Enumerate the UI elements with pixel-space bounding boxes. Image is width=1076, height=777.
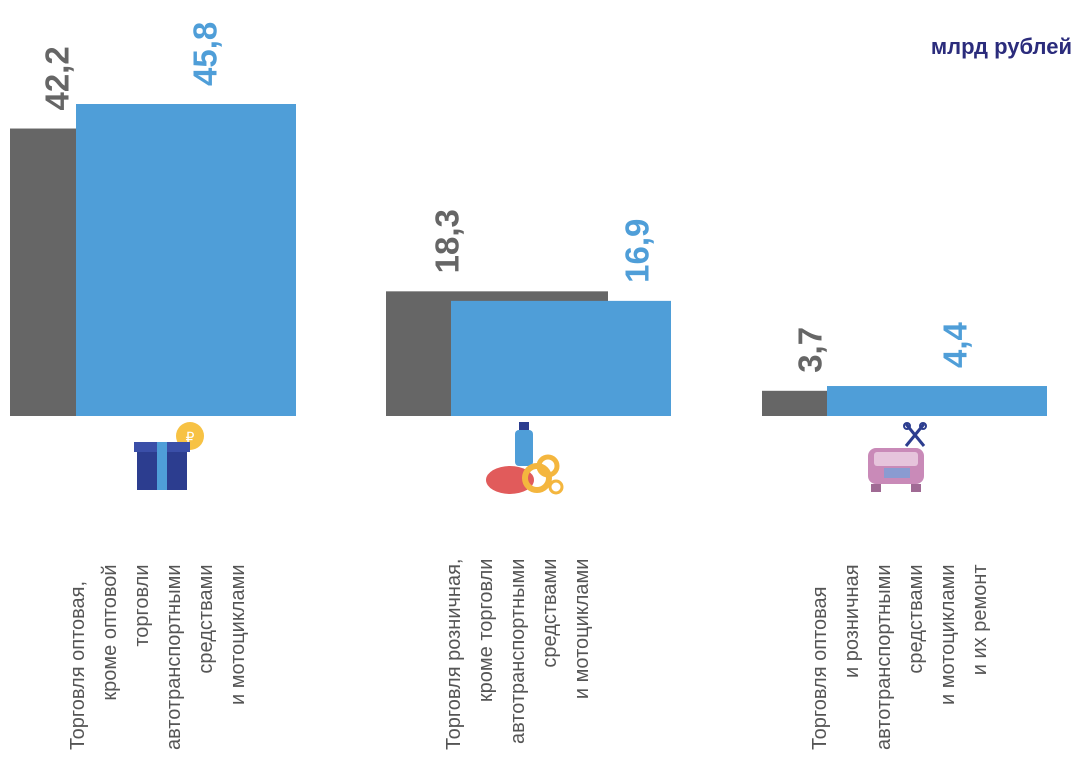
category-label-2-line-2: кроме торговли (475, 559, 497, 703)
category-label-1-line-1: Торговля оптовая, (67, 581, 89, 750)
category-label-1-line-6: и мотоциклами (227, 564, 249, 705)
value-labels-layer: 42,2 18,3 3,7 45,8 16,9 4,4 (39, 22, 974, 373)
category-label-2-line-1: Торговля розничная, (443, 559, 465, 750)
category-labels-layer: Торговля оптовая, кроме оптовой торговли ав… (67, 559, 991, 750)
category-label-2-line-3: автотранспортными (507, 559, 529, 745)
bar-series-2-category-1 (76, 104, 296, 416)
value-label-series-1-category-3: 3,7 (792, 327, 829, 373)
unit-label: млрд рублей (930, 34, 1072, 59)
value-label-series-2-category-2: 16,9 (619, 219, 656, 283)
category-label-1-line-3: торговли (131, 564, 153, 646)
category-icons-layer: ₽ (134, 422, 927, 495)
category-label-1-line-5: средствами (195, 564, 217, 673)
category-label-3-line-3: автотранспортными (873, 564, 895, 750)
value-label-series-2-category-3: 4,4 (937, 322, 974, 369)
svg-text:₽: ₽ (186, 429, 195, 445)
category-label-2-line-4: средствами (539, 559, 561, 668)
value-label-series-1-category-1: 42,2 (39, 46, 76, 110)
category-label-3-line-1: Торговля оптовая (809, 587, 831, 750)
category-label-3-line-4: средствами (905, 564, 927, 673)
category-label-1-line-4: автотранспортными (163, 564, 185, 750)
category-label-1-line-2: кроме оптовой (99, 564, 121, 700)
bar-series-2-category-2 (451, 300, 671, 416)
bars-layer (10, 104, 1047, 416)
car-repair-tools-icon (868, 422, 927, 492)
gift-box-coin-icon: ₽ (134, 422, 204, 490)
value-label-series-1-category-2: 18,3 (429, 209, 466, 273)
category-label-2-line-5: и мотоциклами (571, 559, 593, 700)
bar-series-2-category-3 (827, 386, 1047, 416)
value-label-series-2-category-1: 45,8 (187, 22, 224, 86)
category-label-3-line-2: и розничная (841, 564, 863, 678)
category-label-3-line-6: и их ремонт (969, 564, 991, 675)
category-label-3-line-5: и мотоциклами (937, 564, 959, 705)
grocery-bottle-sausage-bagels-icon (486, 422, 564, 495)
